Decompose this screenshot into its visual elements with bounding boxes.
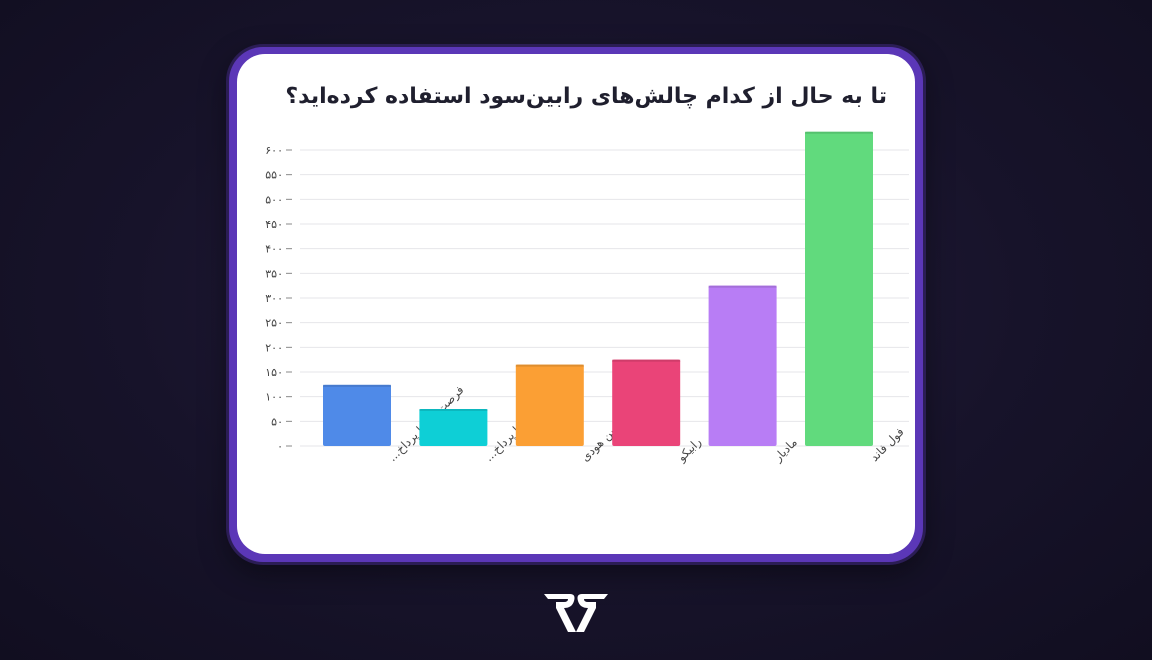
bar-cap <box>515 364 584 367</box>
robinsood-logo-icon <box>544 594 608 632</box>
bar <box>323 384 391 446</box>
chart-title: تا به حال از کدام چالش‌های رابین‌سود است… <box>285 84 887 109</box>
y-tick-label: ۵۰ <box>271 415 283 428</box>
bar <box>805 131 873 446</box>
chart-card: تا به حال از کدام چالش‌های رابین‌سود است… <box>237 54 915 554</box>
y-tick-label: ۲۵۰ <box>265 317 283 330</box>
bar-cap <box>805 131 873 134</box>
y-tick-label: ۳۵۰ <box>265 267 283 280</box>
bar <box>419 409 488 446</box>
bar-cap <box>419 409 488 411</box>
x-tick-label: فول فاند <box>867 425 907 465</box>
y-tick-label: ۳۰۰ <box>265 292 283 305</box>
bar-chart: ۰۵۰۱۰۰۱۵۰۲۰۰۲۵۰۳۰۰۳۵۰۴۰۰۴۵۰۵۰۰۵۵۰۶۰۰فرصت… <box>265 131 909 466</box>
chart-card-frame: تا به حال از کدام چالش‌های رابین‌سود است… <box>229 47 923 562</box>
y-tick-label: ۴۵۰ <box>265 218 283 231</box>
y-tick-label: ۴۰۰ <box>265 243 283 256</box>
bar <box>515 364 584 446</box>
y-tick-label: ۱۰۰ <box>265 391 283 404</box>
bar <box>708 285 777 446</box>
y-tick-label: ۱۵۰ <box>265 366 283 379</box>
y-tick-label: ۵۰۰ <box>265 193 283 206</box>
y-tick-label: ۰ <box>277 440 283 453</box>
y-tick-label: ۲۰۰ <box>265 341 283 354</box>
bar <box>612 359 681 446</box>
y-tick-label: ۶۰۰ <box>265 144 283 157</box>
bar-cap <box>612 359 681 362</box>
bar-cap <box>708 285 777 288</box>
bar-cap <box>323 384 391 387</box>
y-tick-label: ۵۵۰ <box>265 169 283 182</box>
